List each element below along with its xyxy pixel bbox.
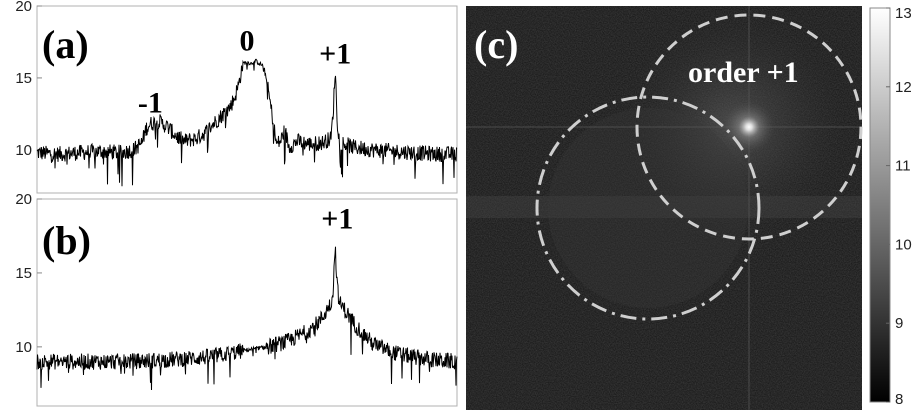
panel-b-series-line <box>36 246 458 391</box>
panel-b-label: (b) <box>42 218 91 263</box>
panel-a-ytick-label: 10 <box>15 142 32 159</box>
panel-a: 10 15 20 (a) -1 0 +1 <box>15 0 458 194</box>
panel-a-ytick-label: 20 <box>15 0 32 15</box>
panel-a-order-label: +1 <box>319 38 351 71</box>
panel-c-order-minus-1-circle <box>535 95 761 321</box>
panel-b-ytick-label: 10 <box>15 339 32 356</box>
panel-c-label: (c) <box>474 22 518 67</box>
panel-a-label: (a) <box>42 22 89 67</box>
panel-a-series-line <box>36 58 458 187</box>
colorbar-tick-label: 13 <box>895 5 912 22</box>
panel-c-left-lobe <box>548 108 748 308</box>
colorbar-tick-label: 11 <box>895 158 911 175</box>
panel-c-order-1-circle <box>635 13 863 241</box>
panel-c-order-annotation: order +1 <box>688 56 799 89</box>
panel-c: (c) order +1 <box>466 6 863 410</box>
panel-b: 10 15 20 (b) +1 <box>15 191 458 407</box>
panel-b-ytick-label: 15 <box>15 265 32 282</box>
colorbar-tick-label: 8 <box>895 391 903 408</box>
panel-c-bright-spot <box>723 101 775 153</box>
panel-a-ytick-label: 15 <box>15 70 32 87</box>
panel-b-frame <box>36 198 458 407</box>
panel-a-order-label: 0 <box>240 25 255 58</box>
colorbar-tick-label: 9 <box>895 315 903 332</box>
colorbar-gradient <box>869 7 891 403</box>
colorbar-tick-label: 12 <box>895 79 912 96</box>
panel-b-ytick-label: 20 <box>15 191 32 208</box>
colorbar-tick-label: 10 <box>895 236 912 253</box>
colorbar: 8 9 10 11 12 13 <box>869 5 912 408</box>
panel-b-order-label: +1 <box>321 203 353 236</box>
panel-a-order-label: -1 <box>138 86 163 119</box>
